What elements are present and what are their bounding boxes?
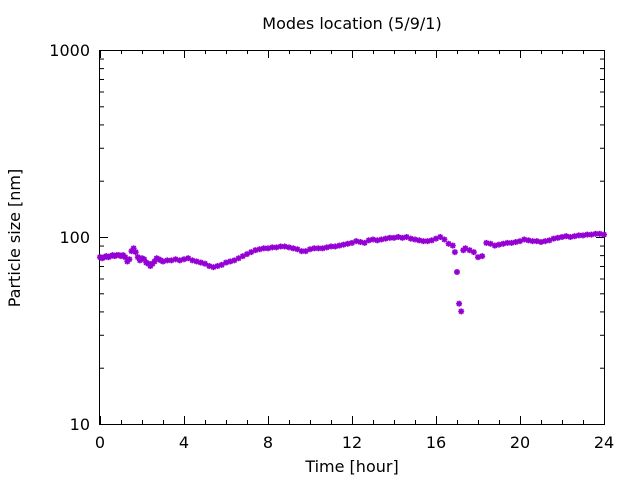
data-point [424, 238, 431, 245]
data-point [126, 256, 133, 263]
data-point [420, 238, 427, 245]
data-point [592, 230, 599, 237]
y-tick-label: 100 [59, 228, 90, 247]
axis-ticks [100, 50, 605, 425]
data-point [433, 235, 439, 242]
data-point [437, 234, 444, 240]
data-point [231, 257, 238, 264]
data-point [533, 238, 540, 245]
x-tick-label: 12 [342, 433, 362, 452]
x-axis-label: Time [hour] [304, 457, 398, 476]
x-tick-label: 0 [95, 433, 105, 452]
chart-title: Modes location (5/9/1) [262, 14, 441, 33]
data-point [479, 253, 486, 260]
data-point [132, 249, 139, 256]
data-point [441, 236, 448, 243]
data-point [584, 231, 591, 238]
x-tick-label: 4 [179, 433, 189, 452]
y-tick-labels: 10 100 1000 [49, 41, 90, 434]
x-tick-label: 8 [263, 433, 273, 452]
data-point [449, 242, 456, 249]
data-point [361, 239, 368, 246]
data-point [456, 300, 463, 307]
x-tick-label: 20 [510, 433, 530, 452]
data-point [458, 308, 465, 315]
data-point [298, 248, 305, 255]
data-point [286, 244, 292, 251]
y-tick-label: 10 [70, 415, 90, 434]
data-points [97, 230, 607, 315]
data-point [601, 231, 607, 238]
data-point [202, 260, 208, 267]
data-point [451, 249, 458, 256]
data-point [470, 249, 477, 256]
data-point [483, 239, 490, 246]
y-tick-label: 1000 [49, 41, 90, 60]
data-point [273, 244, 280, 251]
data-point [454, 268, 460, 275]
data-point [525, 237, 532, 244]
x-tick-label: 24 [594, 433, 614, 452]
y-axis-label: Particle size [nm] [5, 169, 24, 308]
data-point [256, 246, 263, 253]
data-point [554, 234, 561, 241]
x-tick-labels: 0 4 8 12 16 20 24 [95, 433, 614, 452]
x-tick-label: 16 [426, 433, 446, 452]
data-point [386, 234, 393, 241]
data-point [395, 234, 402, 240]
